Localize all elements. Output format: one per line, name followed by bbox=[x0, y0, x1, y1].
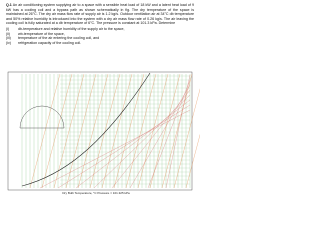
question-text: An air conditioning system supplying air… bbox=[6, 3, 194, 25]
item-text: db-temperature and relative humidity of … bbox=[18, 27, 125, 31]
item-marker: (iv) bbox=[6, 40, 11, 45]
chart-lines bbox=[21, 73, 200, 189]
enthalpy-line bbox=[185, 134, 200, 189]
question-number: Q.1 bbox=[6, 3, 12, 7]
enthalpy-line bbox=[41, 73, 73, 189]
rh-line bbox=[57, 104, 191, 189]
item: (iii) temperature of the air entering the… bbox=[6, 36, 194, 41]
item-text: wb-temperature of the space, bbox=[18, 31, 65, 36]
rh-line bbox=[111, 89, 191, 189]
enthalpy-line bbox=[101, 73, 133, 189]
enthalpy-line bbox=[173, 88, 200, 189]
item-marker: (ii) bbox=[6, 31, 10, 36]
saturation-curve bbox=[21, 72, 151, 187]
rh-line bbox=[147, 79, 191, 189]
rh-line bbox=[93, 94, 191, 189]
protractor bbox=[19, 105, 65, 129]
x-axis-label: Dry Bulb Temperature, °C Pressure = 101.… bbox=[62, 191, 130, 195]
rh-line bbox=[75, 99, 191, 189]
enthalpy-line bbox=[53, 73, 85, 189]
page: Q.1 An air conditioning system supplying… bbox=[6, 3, 200, 195]
enthalpy-line bbox=[149, 73, 181, 189]
rh-line bbox=[165, 74, 191, 189]
enthalpy-line bbox=[89, 73, 121, 189]
item-marker: (i) bbox=[6, 27, 10, 31]
enthalpy-line bbox=[65, 73, 97, 189]
enthalpy-line bbox=[77, 73, 109, 189]
question: Q.1 An air conditioning system supplying… bbox=[6, 3, 194, 45]
enthalpy-line bbox=[29, 73, 61, 189]
item-text: temperature of the air entering the cool… bbox=[18, 36, 100, 40]
item: (i) db-temperature and relative humidity … bbox=[6, 27, 194, 32]
rh-line bbox=[39, 109, 191, 189]
item-marker: (iii) bbox=[6, 36, 11, 40]
psychrometric-chart: Dry Bulb Temperature, °C Pressure = 101.… bbox=[7, 71, 200, 195]
item: (ii) wb-temperature of the space, bbox=[6, 32, 194, 37]
item: (iv) refrigeration capacity of the coolin… bbox=[6, 41, 194, 46]
rh-line bbox=[129, 84, 191, 189]
item-text: refrigeration capacity of the cooling co… bbox=[18, 40, 82, 45]
chart-frame bbox=[7, 71, 193, 191]
enthalpy-line bbox=[125, 73, 157, 189]
enthalpy-line bbox=[113, 73, 145, 189]
enthalpy-line bbox=[161, 73, 193, 189]
item-list: (i) db-temperature and relative humidity … bbox=[6, 27, 194, 45]
